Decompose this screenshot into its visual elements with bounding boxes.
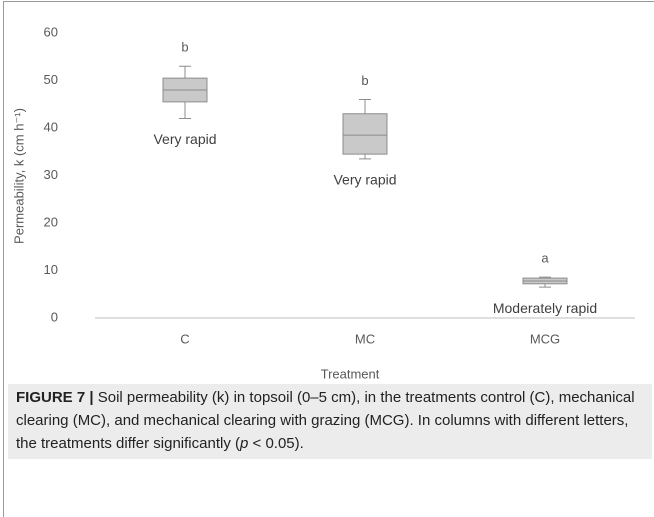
frame-line	[3, 1, 4, 517]
y-tick-label: 50	[44, 72, 58, 87]
y-tick-label: 20	[44, 214, 58, 229]
y-tick-label: 60	[44, 24, 58, 39]
box	[342, 113, 388, 155]
frame-line	[3, 1, 654, 2]
caption-label: FIGURE 7 |	[16, 389, 94, 406]
y-tick-label: 10	[44, 262, 58, 277]
chart: Treatment Permeability, k (cm h⁻¹) 0 10 20…	[11, 24, 635, 381]
x-tick-label: C	[180, 331, 189, 346]
caption-text: < 0.05).	[248, 435, 304, 452]
y-tick-label: 0	[51, 309, 58, 324]
class-label: Moderately rapid	[493, 300, 597, 316]
y-axis-label: Permeability, k (cm h⁻¹)	[11, 108, 26, 244]
caption-text: Soil permeability (k) in topsoil (0–5 cm…	[16, 389, 635, 452]
significance-letter: b	[361, 73, 368, 88]
caption: FIGURE 7 | Soil permeability (k) in tops…	[8, 384, 652, 459]
class-label: Very rapid	[333, 172, 396, 188]
x-axis-label: Treatment	[321, 366, 380, 381]
x-tick-label: MCG	[530, 331, 560, 346]
caption-italic: p	[240, 435, 249, 452]
x-tick-label: MC	[355, 331, 375, 346]
class-label: Very rapid	[153, 131, 216, 147]
significance-letter: b	[181, 40, 188, 55]
significance-letter: a	[541, 251, 549, 266]
y-tick-label: 40	[44, 119, 58, 134]
y-tick-label: 30	[44, 167, 58, 182]
